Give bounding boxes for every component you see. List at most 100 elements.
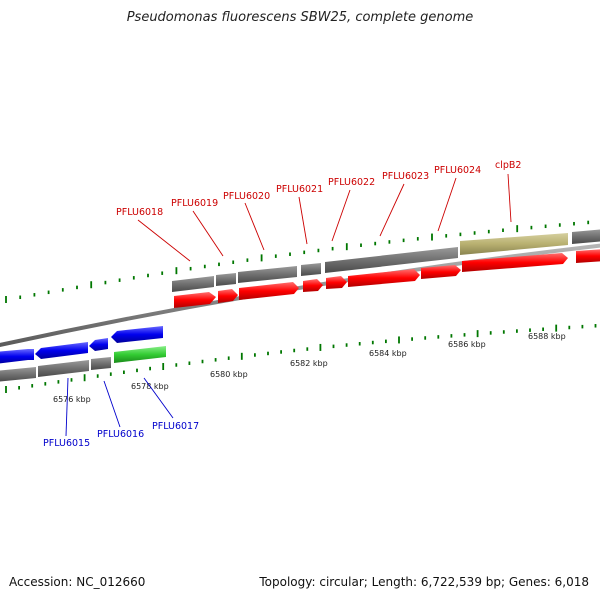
minor-tick: [218, 262, 220, 267]
cds-arrow: [174, 292, 216, 308]
minor-tick: [459, 232, 462, 237]
leader-line: [143, 377, 174, 419]
gene-label-pflu6018: PFLU6018: [116, 207, 163, 218]
cds-arrow: [111, 326, 163, 343]
minor-tick: [411, 337, 413, 341]
minor-tick: [188, 361, 191, 365]
minor-tick: [132, 276, 135, 280]
minor-tick: [201, 359, 204, 364]
leader-line: [103, 380, 121, 428]
minor-tick: [161, 271, 164, 275]
minor-tick: [149, 366, 151, 371]
gene-block: [325, 247, 458, 273]
minor-tick: [374, 241, 377, 246]
minor-tick: [189, 266, 192, 271]
minor-tick: [61, 288, 64, 292]
reverse-label-leaders: [65, 377, 174, 437]
minor-tick: [293, 348, 296, 353]
minor-tick: [558, 223, 561, 227]
gene-label-pflu6022: PFLU6022: [328, 177, 375, 188]
gene-label-clpb2: clpB2: [495, 160, 521, 171]
cds-arrow: [0, 349, 34, 364]
forward-cds-track: [174, 249, 600, 308]
gene-label-pflu6023: PFLU6023: [382, 171, 429, 182]
major-tick: [83, 374, 86, 382]
minor-tick: [303, 250, 306, 255]
minor-tick: [147, 273, 149, 278]
forward-gene-track: [172, 229, 600, 292]
minor-tick: [450, 334, 453, 338]
major-tick: [431, 233, 433, 241]
gene-block: [91, 357, 111, 370]
minor-tick: [267, 351, 269, 356]
minor-tick: [487, 229, 490, 234]
kbp-label: 6580 kbp: [210, 370, 248, 379]
gene-block: [216, 273, 236, 286]
minor-tick: [104, 280, 107, 285]
minor-tick: [568, 325, 571, 330]
forward-label-leaders: [137, 173, 512, 262]
minor-tick: [246, 258, 249, 262]
gene-label-pflu6016: PFLU6016: [97, 429, 144, 440]
cds-arrow: [239, 282, 299, 300]
leader-line: [65, 377, 69, 437]
major-tick: [5, 296, 7, 303]
leader-line: [331, 189, 351, 242]
minor-tick: [274, 254, 277, 258]
minor-tick: [203, 264, 206, 269]
leader-line: [137, 219, 191, 262]
gene-label-pflu6019: PFLU6019: [171, 198, 218, 209]
minor-tick: [76, 285, 78, 290]
major-tick: [555, 324, 558, 332]
minor-tick: [345, 343, 348, 347]
leader-line: [192, 210, 224, 257]
leader-line: [298, 196, 308, 245]
minor-tick: [118, 278, 121, 282]
minor-tick: [502, 228, 504, 232]
minor-tick: [358, 342, 361, 346]
cds-arrow: [462, 253, 568, 272]
kbp-axis-labels: 6576 kbp 6578 kbp 6580 kbp 6582 kbp 6584…: [53, 332, 566, 404]
minor-tick: [47, 290, 50, 295]
major-tick: [90, 281, 93, 289]
gene-block: [238, 266, 297, 283]
minor-tick: [232, 260, 235, 264]
kbp-label: 6576 kbp: [53, 395, 91, 404]
minor-tick: [70, 378, 73, 382]
gene-label-pflu6015: PFLU6015: [43, 438, 90, 449]
gene-block: [301, 263, 321, 276]
gene-block: [0, 367, 36, 382]
minor-tick: [463, 333, 466, 337]
cds-arrow: [303, 279, 323, 292]
minor-tick: [360, 243, 362, 247]
cds-arrow: [218, 289, 238, 303]
minor-tick: [18, 386, 20, 390]
minor-tick: [530, 225, 533, 230]
major-tick: [162, 363, 165, 371]
kbp-label: 6584 kbp: [369, 349, 407, 358]
gene-label-pflu6017: PFLU6017: [152, 421, 199, 432]
minor-tick: [123, 370, 125, 375]
minor-tick: [332, 344, 335, 349]
leader-line: [507, 173, 512, 223]
minor-tick: [306, 347, 309, 351]
minor-tick: [445, 234, 448, 238]
minor-tick: [331, 246, 334, 251]
major-tick: [240, 352, 243, 360]
major-tick: [398, 336, 400, 344]
minor-tick: [385, 339, 387, 344]
major-tick: [516, 225, 519, 233]
minor-tick: [489, 331, 492, 335]
leader-line: [244, 202, 265, 251]
gene-block: [572, 229, 600, 244]
gene-label-pflu6024: PFLU6024: [434, 165, 481, 176]
minor-tick: [289, 252, 291, 256]
major-tick: [345, 243, 348, 251]
gene-block: [172, 276, 214, 292]
kbp-label: 6588 kbp: [528, 332, 566, 341]
major-tick: [5, 386, 7, 393]
reverse-gene-labels: PFLU6015 PFLU6016 PFLU6017: [43, 421, 199, 449]
minor-tick: [437, 335, 440, 339]
minor-tick: [416, 237, 419, 241]
minor-tick: [57, 380, 60, 384]
